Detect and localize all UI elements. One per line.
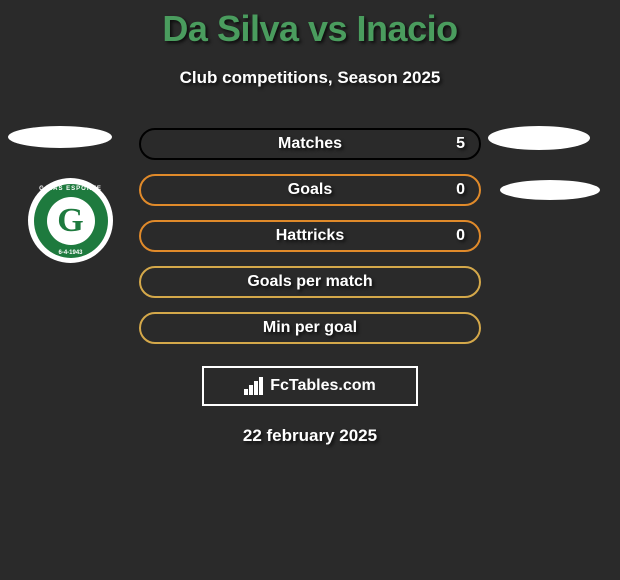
date-text: 22 february 2025 [0, 426, 620, 446]
bars-icon [244, 377, 266, 395]
logo-bottom-text: 6-4-1943 [34, 250, 108, 256]
stat-label: Min per goal [263, 319, 357, 337]
logo-letter: G [57, 202, 83, 240]
logo-inner-circle: G [47, 197, 95, 245]
logo-top-text: GOIAS ESPORTE [34, 186, 108, 192]
logo-green-ring: GOIAS ESPORTE G 6-4-1943 [34, 184, 108, 258]
brand-text: FcTables.com [270, 377, 376, 395]
stat-bar-min-per-goal: Min per goal [139, 312, 481, 344]
brand-box: FcTables.com [202, 366, 418, 406]
decorative-ellipse-right-2 [500, 180, 600, 200]
decorative-ellipse-left [8, 126, 112, 148]
stat-bar-matches: Matches 5 [139, 128, 481, 160]
stat-bar-goals: Goals 0 [139, 174, 481, 206]
stat-bar-hattricks: Hattricks 0 [139, 220, 481, 252]
stat-label: Hattricks [276, 227, 344, 245]
logo-outer-circle: GOIAS ESPORTE G 6-4-1943 [28, 178, 113, 263]
stat-label: Goals [288, 181, 332, 199]
decorative-ellipse-right-1 [488, 126, 590, 150]
stat-value: 0 [456, 227, 465, 245]
stat-value: 5 [456, 135, 465, 153]
stat-label: Matches [278, 135, 342, 153]
club-logo: GOIAS ESPORTE G 6-4-1943 [28, 178, 113, 263]
stat-bar-goals-per-match: Goals per match [139, 266, 481, 298]
page-title: Da Silva vs Inacio [0, 0, 620, 50]
stat-value: 0 [456, 181, 465, 199]
subtitle: Club competitions, Season 2025 [0, 68, 620, 88]
stat-label: Goals per match [247, 273, 372, 291]
